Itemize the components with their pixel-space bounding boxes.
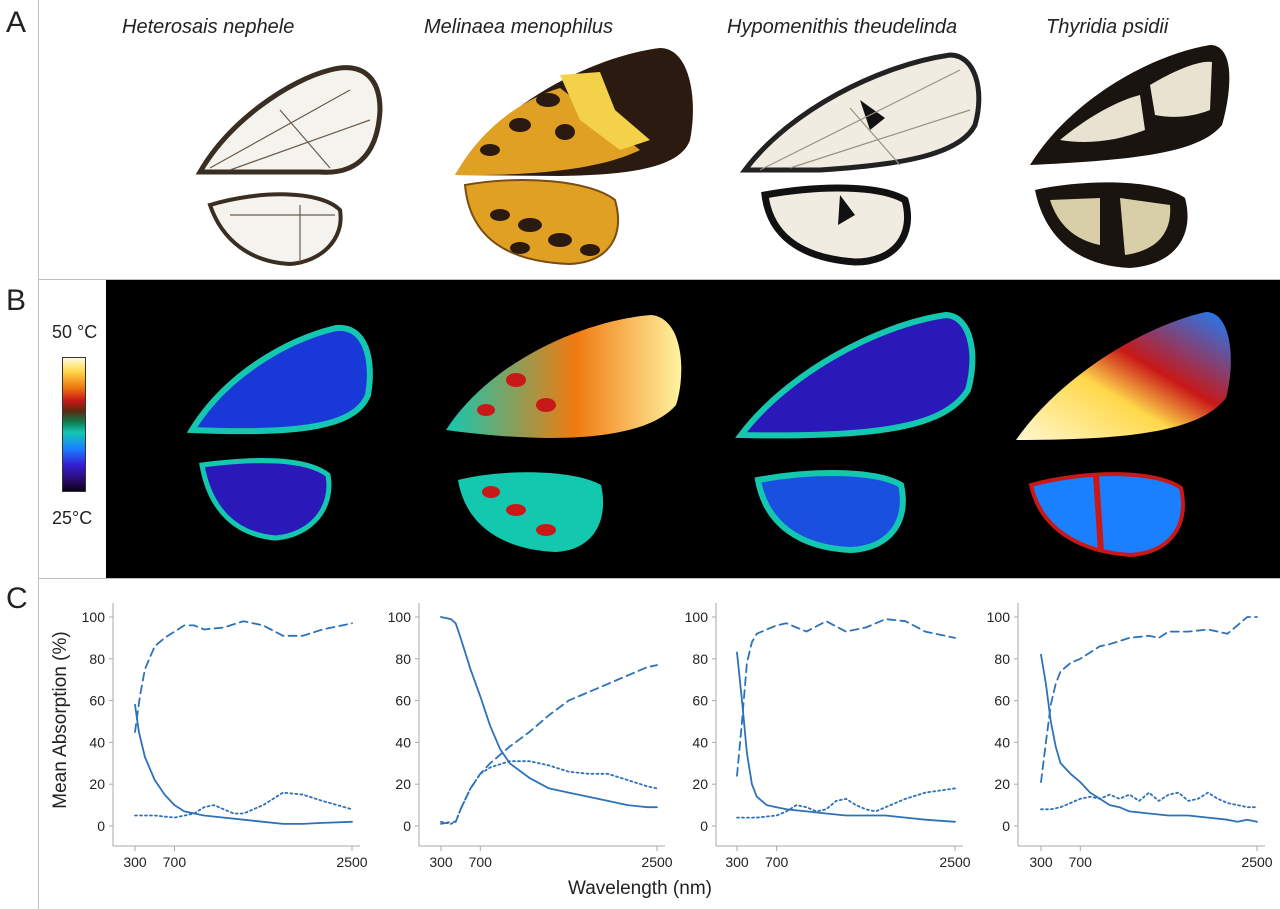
colorbar-max-label: 50 °C xyxy=(52,322,98,342)
thermal-melinaea-menophilus xyxy=(446,315,682,552)
series-line-dotted xyxy=(134,791,353,819)
divider-b-c xyxy=(38,578,1280,579)
panel-label-c: C xyxy=(6,582,28,615)
x-tick-label: 300 xyxy=(1029,854,1053,870)
species-name-2: Melinaea menophilus xyxy=(424,16,614,38)
y-tick-label: 40 xyxy=(89,734,105,750)
y-tick-label: 40 xyxy=(994,734,1010,750)
x-tick-label: 700 xyxy=(163,854,187,870)
y-tick-label: 80 xyxy=(89,651,105,667)
x-tick-label: 2500 xyxy=(336,854,367,870)
y-tick-label: 0 xyxy=(403,818,411,834)
species-name-3: Hypomenithis theudelinda xyxy=(727,16,958,38)
x-tick-label: 300 xyxy=(429,854,453,870)
x-tick-label: 2500 xyxy=(939,854,970,870)
y-tick-label: 60 xyxy=(692,693,708,709)
divider-a-b xyxy=(38,279,1280,280)
thermal-hypomenithis-theudelinda xyxy=(735,311,976,554)
series-line-dotted xyxy=(440,760,658,825)
x-tick-label: 300 xyxy=(123,854,147,870)
thermal-thyridia-psidii xyxy=(1016,312,1231,558)
x-tick-label: 2500 xyxy=(641,854,672,870)
series-line-dotted xyxy=(1040,791,1258,811)
y-tick-label: 0 xyxy=(1002,818,1010,834)
y-tick-label: 100 xyxy=(685,609,709,625)
series-line-dashed xyxy=(1040,616,1258,783)
thermal-image-panel xyxy=(106,280,1280,578)
y-tick-label: 0 xyxy=(97,818,105,834)
series-line-solid xyxy=(1040,653,1258,823)
thermal-heterosais-nephele xyxy=(186,324,373,541)
y-tick-label: 80 xyxy=(395,651,411,667)
x-tick-label: 700 xyxy=(1069,854,1093,870)
figure-left-border xyxy=(38,0,39,909)
y-tick-label: 40 xyxy=(692,734,708,750)
y-tick-label: 20 xyxy=(89,776,105,792)
colorbar-min-label: 25°C xyxy=(52,508,93,528)
y-tick-label: 80 xyxy=(692,651,708,667)
y-tick-label: 0 xyxy=(700,818,708,834)
temperature-colorbar xyxy=(62,357,86,492)
series-line-solid xyxy=(134,703,353,825)
x-axis-label: Wavelength (nm) xyxy=(568,878,712,899)
wing-heterosais-nephele xyxy=(195,65,383,267)
y-tick-label: 100 xyxy=(82,609,106,625)
y-tick-label: 20 xyxy=(692,776,708,792)
wing-thyridia-psidii xyxy=(1030,45,1230,268)
x-tick-label: 300 xyxy=(725,854,749,870)
series-line-solid xyxy=(736,651,956,823)
series-line-dashed xyxy=(134,620,353,733)
y-tick-label: 100 xyxy=(388,609,412,625)
y-tick-label: 40 xyxy=(395,734,411,750)
y-tick-label: 60 xyxy=(89,693,105,709)
series-line-dotted xyxy=(736,787,956,819)
series-line-dashed xyxy=(736,618,956,777)
species-name-1: Heterosais nephele xyxy=(122,16,295,38)
x-tick-label: 2500 xyxy=(1241,854,1272,870)
y-tick-label: 60 xyxy=(994,693,1010,709)
y-tick-label: 100 xyxy=(987,609,1011,625)
wing-melinaea-menophilus xyxy=(455,48,693,266)
x-tick-label: 700 xyxy=(469,854,493,870)
panel-label-a: A xyxy=(6,6,27,39)
x-tick-label: 700 xyxy=(765,854,789,870)
species-name-4: Thyridia psidii xyxy=(1046,16,1169,38)
thermal-wings xyxy=(186,311,1231,558)
y-tick-label: 60 xyxy=(395,693,411,709)
y-tick-label: 20 xyxy=(994,776,1010,792)
y-tick-label: 80 xyxy=(994,651,1010,667)
wing-photos xyxy=(195,45,1230,268)
panel-label-b: B xyxy=(6,284,27,317)
y-tick-label: 20 xyxy=(395,776,411,792)
series-line-dashed xyxy=(440,664,658,825)
series-line-solid xyxy=(440,616,658,809)
wing-hypomenithis-theudelinda xyxy=(739,52,982,266)
